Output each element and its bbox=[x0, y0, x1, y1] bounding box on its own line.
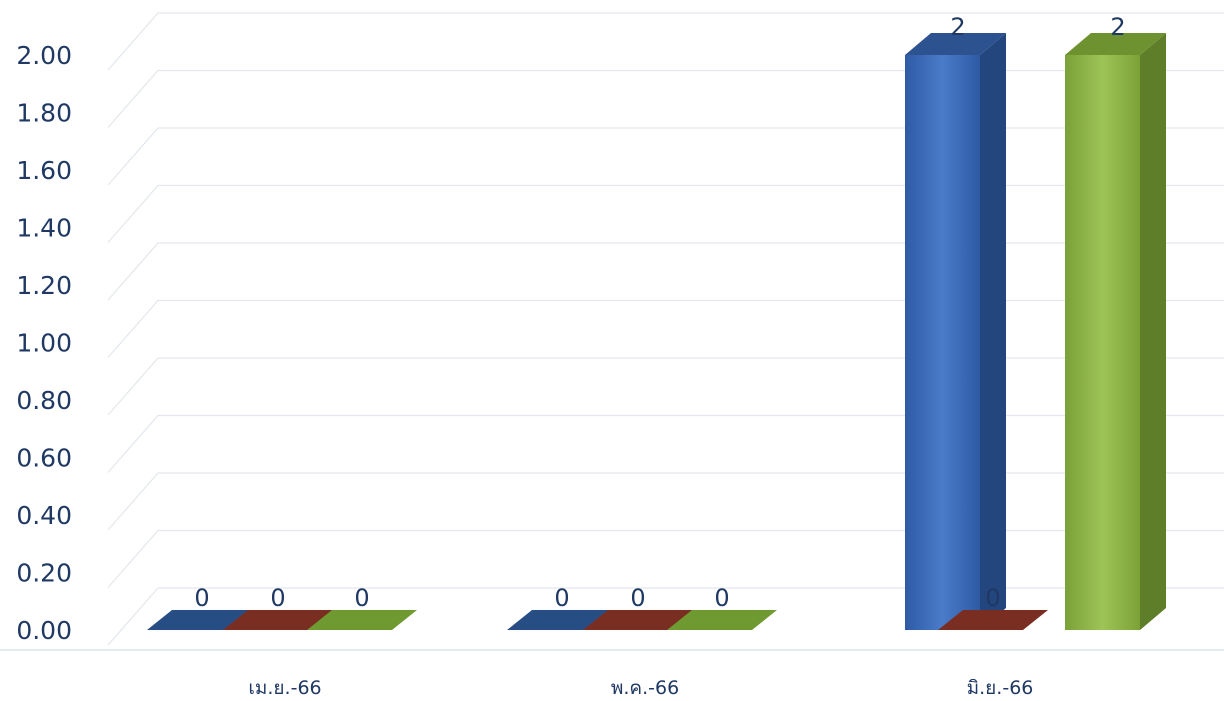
bar-top bbox=[1065, 33, 1166, 55]
data-label: 0 bbox=[270, 584, 285, 612]
data-label: 2 bbox=[1110, 13, 1125, 41]
bar-flat bbox=[223, 610, 333, 630]
gridline bbox=[107, 12, 1224, 71]
data-label: 0 bbox=[985, 584, 1000, 612]
data-label: 0 bbox=[714, 584, 729, 612]
gridline bbox=[107, 357, 1224, 416]
data-label: 0 bbox=[354, 584, 369, 612]
gridline bbox=[107, 69, 1224, 128]
y-tick-label: 2.00 bbox=[16, 41, 72, 70]
data-label: 0 bbox=[554, 584, 569, 612]
gridline bbox=[107, 299, 1224, 358]
gridline bbox=[107, 127, 1224, 186]
y-tick-label: 0.20 bbox=[16, 559, 72, 588]
gridline bbox=[107, 242, 1224, 301]
bar-flat bbox=[307, 610, 417, 630]
bar-top bbox=[905, 33, 1006, 55]
gridline bbox=[107, 184, 1224, 243]
bar-flat bbox=[938, 610, 1048, 630]
bar bbox=[1065, 55, 1140, 630]
bar-flat bbox=[583, 610, 693, 630]
x-tick-label: มิ.ย.-66 bbox=[967, 677, 1034, 699]
data-label: 0 bbox=[630, 584, 645, 612]
y-tick-label: 0.60 bbox=[16, 444, 72, 473]
gridline bbox=[107, 587, 1224, 646]
y-tick-label: 1.00 bbox=[16, 329, 72, 358]
bar-side bbox=[980, 33, 1006, 630]
bar-side bbox=[1140, 33, 1166, 630]
gridline bbox=[107, 414, 1224, 473]
bar-flat bbox=[667, 610, 777, 630]
y-tick-label: 1.40 bbox=[16, 214, 72, 243]
y-tick-label: 1.20 bbox=[16, 271, 72, 300]
gridline bbox=[107, 472, 1224, 531]
y-tick-label: 0.40 bbox=[16, 501, 72, 530]
y-tick-label: 1.80 bbox=[16, 99, 72, 128]
gridline bbox=[107, 529, 1224, 588]
y-tick-label: 0.00 bbox=[16, 616, 72, 645]
data-label: 0 bbox=[194, 584, 209, 612]
x-tick-label: เม.ย.-66 bbox=[248, 677, 321, 699]
data-label: 2 bbox=[950, 13, 965, 41]
y-tick-label: 1.60 bbox=[16, 156, 72, 185]
bar bbox=[905, 55, 980, 630]
y-tick-label: 0.80 bbox=[16, 386, 72, 415]
x-tick-label: พ.ค.-66 bbox=[611, 677, 679, 699]
